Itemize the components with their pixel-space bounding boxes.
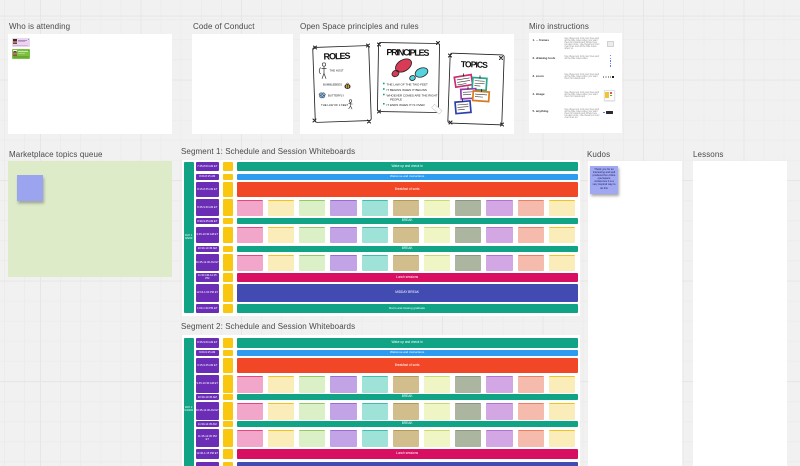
svg-text:THE LAW OF 2 FEET: THE LAW OF 2 FEET xyxy=(321,103,349,107)
svg-text:IT BEGINS WHEN IT BEGINS: IT BEGINS WHEN IT BEGINS xyxy=(387,88,427,92)
svg-text:PRINCIPLES: PRINCIPLES xyxy=(386,47,429,58)
svg-text:BUTTERFLY: BUTTERFLY xyxy=(328,94,344,98)
svg-text:THE LAW OF THE TWO FEET: THE LAW OF THE TWO FEET xyxy=(387,83,428,87)
svg-text:PEOPLE: PEOPLE xyxy=(390,97,402,101)
svg-text:WHOEVER COMES ARE THE RIGHT: WHOEVER COMES ARE THE RIGHT xyxy=(387,94,438,98)
svg-text:TOPICS: TOPICS xyxy=(461,59,489,70)
svg-text:BUMBLEBEES: BUMBLEBEES xyxy=(323,83,342,87)
svg-text:THE HOST: THE HOST xyxy=(330,69,344,73)
svg-text:IT ENDS WHEN IT IS OVER: IT ENDS WHEN IT IS OVER xyxy=(387,103,426,107)
svg-text:ROLES: ROLES xyxy=(323,51,350,62)
